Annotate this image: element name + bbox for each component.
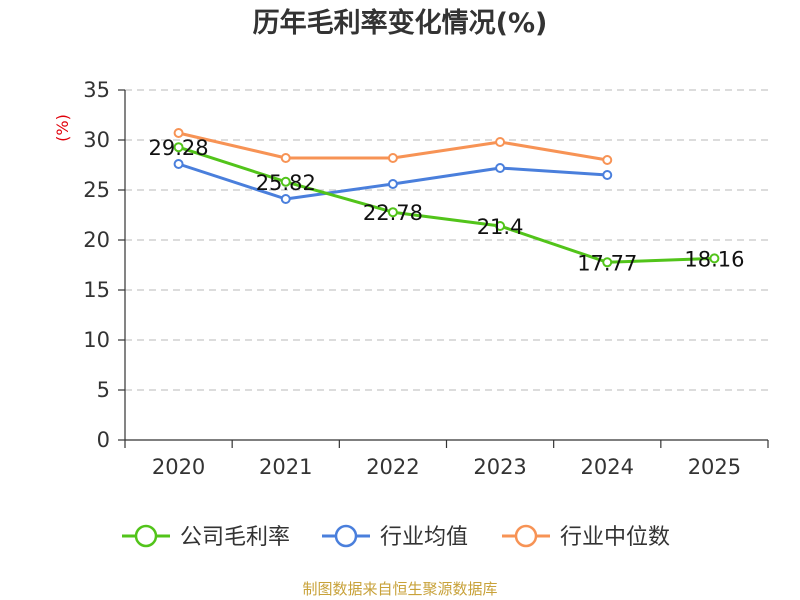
x-tick-label-2024: 2024 bbox=[581, 455, 634, 479]
point-s0-2023 bbox=[495, 221, 506, 231]
legend-marker-1 bbox=[334, 524, 358, 548]
data-label-2021: 25.82 bbox=[256, 171, 316, 195]
legend[interactable]: 公司毛利率 行业均值 行业中位数 bbox=[122, 524, 670, 550]
point-s0-2022 bbox=[387, 207, 398, 218]
legend-label-0: 公司毛利率 bbox=[180, 525, 290, 550]
data-label-2024: 17.77 bbox=[577, 251, 637, 275]
y-tick-label-35: 35 bbox=[83, 78, 110, 102]
chart-title: 历年毛利率变化情况(%) bbox=[253, 7, 548, 39]
point-s0-2024 bbox=[602, 257, 613, 268]
data-label-2020: 29.28 bbox=[149, 136, 209, 160]
series-points bbox=[173, 128, 720, 268]
legend-marker-2 bbox=[514, 524, 538, 548]
data-label-2025: 18.16 bbox=[684, 247, 744, 271]
legend-marker-0 bbox=[134, 524, 158, 548]
legend-item-0[interactable]: 公司毛利率 bbox=[122, 524, 290, 550]
data-labels: 29.28 25.82 22.78 21.4 17.77 18.16 bbox=[149, 136, 745, 275]
x-tick-label-2023: 2023 bbox=[473, 455, 526, 479]
point-s2-2024 bbox=[602, 155, 613, 165]
legend-item-2[interactable]: 行业中位数 bbox=[502, 524, 670, 550]
y-tick-label-30: 30 bbox=[83, 128, 110, 152]
y-tick-label-20: 20 bbox=[83, 228, 110, 252]
point-s1-2020 bbox=[173, 159, 184, 169]
point-s1-2021 bbox=[280, 194, 291, 204]
x-tick-label-2022: 2022 bbox=[366, 455, 419, 479]
point-s1-2023 bbox=[495, 163, 506, 173]
y-tick-label-25: 25 bbox=[83, 178, 110, 202]
x-tick-label-2021: 2021 bbox=[259, 455, 312, 479]
y-tick-label-0: 0 bbox=[97, 428, 110, 452]
gridlines bbox=[125, 89, 768, 391]
point-s1-2024 bbox=[602, 170, 613, 180]
x-tick-label-2025: 2025 bbox=[688, 455, 741, 479]
y-tick-label-10: 10 bbox=[83, 328, 110, 352]
source-note: 制图数据来自恒生聚源数据库 bbox=[302, 580, 497, 598]
point-s0-2021 bbox=[280, 176, 291, 187]
point-s0-2020 bbox=[173, 142, 184, 153]
legend-label-2: 行业中位数 bbox=[560, 525, 670, 550]
point-s2-2022 bbox=[387, 153, 398, 163]
y-tick-label-15: 15 bbox=[83, 278, 110, 302]
data-label-2023: 21.4 bbox=[477, 215, 524, 239]
x-tick-labels: 2020 2021 2022 2023 2024 2025 bbox=[152, 455, 741, 479]
y-axis-unit: (%) bbox=[53, 114, 72, 142]
point-s0-2025 bbox=[709, 253, 720, 264]
point-s1-2022 bbox=[387, 179, 398, 189]
point-s2-2020 bbox=[173, 128, 184, 138]
y-tick-label-5: 5 bbox=[97, 378, 110, 402]
data-label-2022: 22.78 bbox=[363, 201, 423, 225]
series-lines bbox=[178, 131, 715, 264]
point-s2-2023 bbox=[495, 137, 506, 147]
series-line-0 bbox=[178, 145, 715, 264]
x-tick-label-2020: 2020 bbox=[152, 455, 205, 479]
legend-label-1: 行业均值 bbox=[380, 525, 468, 550]
axes bbox=[118, 89, 769, 448]
point-s2-2021 bbox=[280, 153, 291, 163]
y-tick-labels: 0 5 10 15 20 25 30 35 bbox=[83, 78, 110, 452]
legend-item-1[interactable]: 行业均值 bbox=[322, 524, 468, 550]
